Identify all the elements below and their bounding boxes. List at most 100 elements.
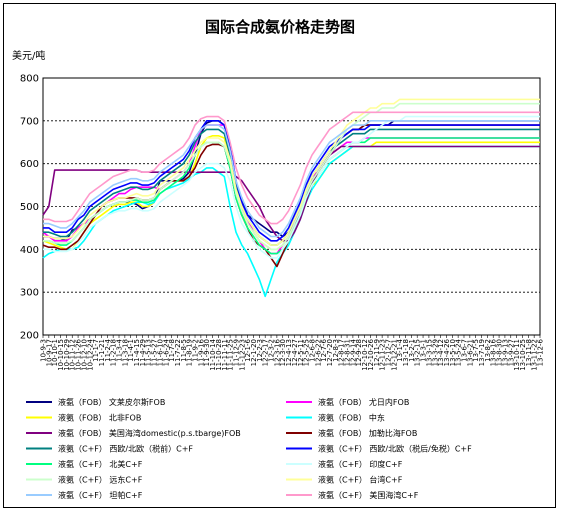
legend-label: 液氨（FOB） 中东: [318, 413, 385, 423]
series-line: [43, 102, 540, 251]
x-tick-label: 11-11-11: [221, 339, 229, 371]
x-tick-label: 11-7-8: [168, 339, 176, 362]
x-tick-label: 13-11-22: [531, 339, 539, 371]
x-tick-label: 13-2-15: [414, 339, 422, 366]
x-tick-label: 10-9-17: [45, 339, 53, 366]
series-line: [43, 120, 540, 238]
x-tick-label: 13-3-1: [420, 339, 428, 362]
legend-label: 液氨（C+F） 北美C+F: [58, 459, 143, 469]
x-tick-label: 13-6-21: [466, 339, 474, 366]
x-tick-label: 13-8-2: [484, 339, 492, 362]
series-line: [43, 115, 540, 259]
x-tick-label: 13-10-11: [513, 339, 521, 371]
x-tick-label: 12-11-9: [373, 339, 381, 366]
y-tick-label: 400: [20, 245, 39, 256]
legend-label: 液氨（FOB） 加勒比海FOB: [318, 428, 417, 438]
x-tick-label: 11-8-5: [180, 339, 188, 362]
x-tick-label: 12-3-30: [279, 339, 287, 366]
x-tick-label: 13-5-24: [455, 338, 463, 366]
x-tick-label: 12-9-14: [349, 338, 357, 366]
legend-label: 液氨（C+F） 坦帕C+F: [58, 490, 143, 500]
series-line: [42, 135, 540, 251]
x-tick-label: 11-3-18: [121, 339, 129, 366]
legend-label: 液氨（C+F） 印度C+F: [318, 459, 403, 469]
x-tick-label: 10-9-3: [40, 339, 48, 362]
x-tick-label: 12-10-26: [367, 338, 375, 370]
x-tick-label: 12-1-20: [250, 339, 258, 366]
x-tick-label: 13-6-7: [460, 339, 468, 362]
y-tick-label: 500: [20, 202, 39, 213]
x-tick-label: 13-3-15: [425, 339, 433, 366]
x-tick-label: 12-10-12: [361, 339, 369, 371]
x-tick-label: 11-7-22: [174, 339, 182, 366]
x-tick-label: 12-7-6: [320, 338, 328, 361]
x-tick-label: 11-3-4: [116, 338, 124, 361]
x-tick-label: 13-1-18: [402, 339, 410, 366]
x-tick-label: 12-8-3: [332, 339, 340, 362]
x-tick-label: 12-12-7: [384, 339, 392, 366]
x-tick-label: 12-3-2: [268, 339, 276, 362]
x-tick-label: 12-5-11: [297, 339, 305, 366]
x-tick-label: 12-4-13: [285, 339, 293, 366]
x-tick-label: 11-12-9: [232, 339, 240, 366]
x-tick-label: 11-11-25: [227, 339, 235, 371]
x-tick-label: 12-5-25: [303, 339, 311, 366]
x-tick-label: 10-11-26: [75, 338, 83, 370]
x-tick-label: 13-12-6: [537, 338, 545, 366]
x-tick-label: 12-2-3: [256, 339, 264, 362]
x-tick-label: 12-8-17: [338, 339, 346, 366]
x-tick-label: 11-4-29: [139, 339, 147, 366]
series-line: [43, 111, 540, 225]
legend-label: 液氨（FOB） 尤日内FOB: [318, 397, 409, 407]
x-tick-label: 10-12-24: [86, 338, 94, 370]
chart-frame: 国际合成氨价格走势图 美元/吨 200 300 400 500 600 700 800 10…: [3, 3, 556, 508]
x-axis: 10-9-310-9-1710-10-110-10-1510-10-2910-1…: [40, 335, 545, 371]
x-tick-label: 12-6-8: [308, 339, 316, 362]
y-tick-label: 600: [20, 159, 39, 170]
x-tick-label: 11-5-13: [145, 339, 153, 366]
legend-label: 液氨（FOB） 文莱皮尔斯FOB: [58, 397, 165, 407]
x-tick-label: 12-8-31: [344, 339, 352, 366]
x-tick-label: 13-5-10: [449, 339, 457, 366]
x-tick-label: 13-9-27: [507, 339, 515, 366]
series-line: [43, 98, 540, 246]
x-tick-label: 13-7-5: [472, 339, 480, 362]
series-line: [42, 145, 540, 242]
y-tick-label: 700: [20, 116, 39, 127]
x-tick-label: 12-1-6: [244, 338, 252, 361]
x-tick-label: 12-6-22: [314, 339, 322, 366]
legend-label: 液氨（C+F） 西欧/北欧（税前）C+F: [58, 444, 193, 454]
x-tick-label: 10-10-1: [51, 339, 59, 366]
x-tick-label: 13-11-8: [525, 339, 533, 366]
x-tick-label: 10-10-15: [57, 339, 65, 371]
x-tick-label: 12-7-20: [326, 339, 334, 366]
legend-label: 液氨（FOB） 美国海湾domestic(p.s.tbarge)FOB: [58, 428, 241, 438]
y-tick-label: 200: [20, 331, 39, 342]
x-tick-label: 12-3-16: [273, 338, 281, 366]
x-tick-label: 13-10-25: [519, 339, 527, 371]
x-tick-label: 11-2-18: [110, 339, 118, 366]
x-tick-label: 13-2-1: [408, 339, 416, 362]
x-tick-label: 12-4-27: [291, 339, 299, 366]
legend-label: 液氨（C+F） 远东C+F: [58, 475, 143, 485]
legend-label: 液氨（FOB） 北非FOB: [58, 413, 141, 423]
x-tick-label: 13-4-26: [443, 338, 451, 366]
x-tick-label: 12-2-17: [262, 339, 270, 366]
x-tick-label: 13-9-13: [501, 339, 509, 366]
x-tick-label: 11-2-4: [104, 338, 112, 361]
legend-label: 液氨（C+F） 台湾C+F: [318, 475, 403, 485]
x-tick-label: 11-5-27: [151, 339, 159, 366]
x-tick-label: 12-11-23: [379, 339, 387, 371]
legend: 液氨（FOB） 文莱皮尔斯FOB 液氨（FOB） 尤日内FOB 液氨（FOB） 北非…: [26, 397, 472, 500]
x-tick-label: 13-3-29: [431, 339, 439, 366]
y-tick-label: 300: [20, 288, 39, 299]
x-tick-label: 13-1-4: [396, 338, 404, 361]
x-tick-label: 11-9-30: [203, 339, 211, 366]
x-tick-label: 10-10-29: [63, 339, 71, 371]
x-tick-label: 10-11-12: [69, 339, 77, 371]
plot-area: [42, 98, 540, 298]
x-tick-label: 10-12-10: [80, 339, 88, 371]
legend-label: 液氨（C+F） 美国海湾C+F: [318, 490, 419, 500]
x-tick-label: 13-8-30: [496, 339, 504, 366]
x-tick-label: 12-12-21: [390, 339, 398, 371]
